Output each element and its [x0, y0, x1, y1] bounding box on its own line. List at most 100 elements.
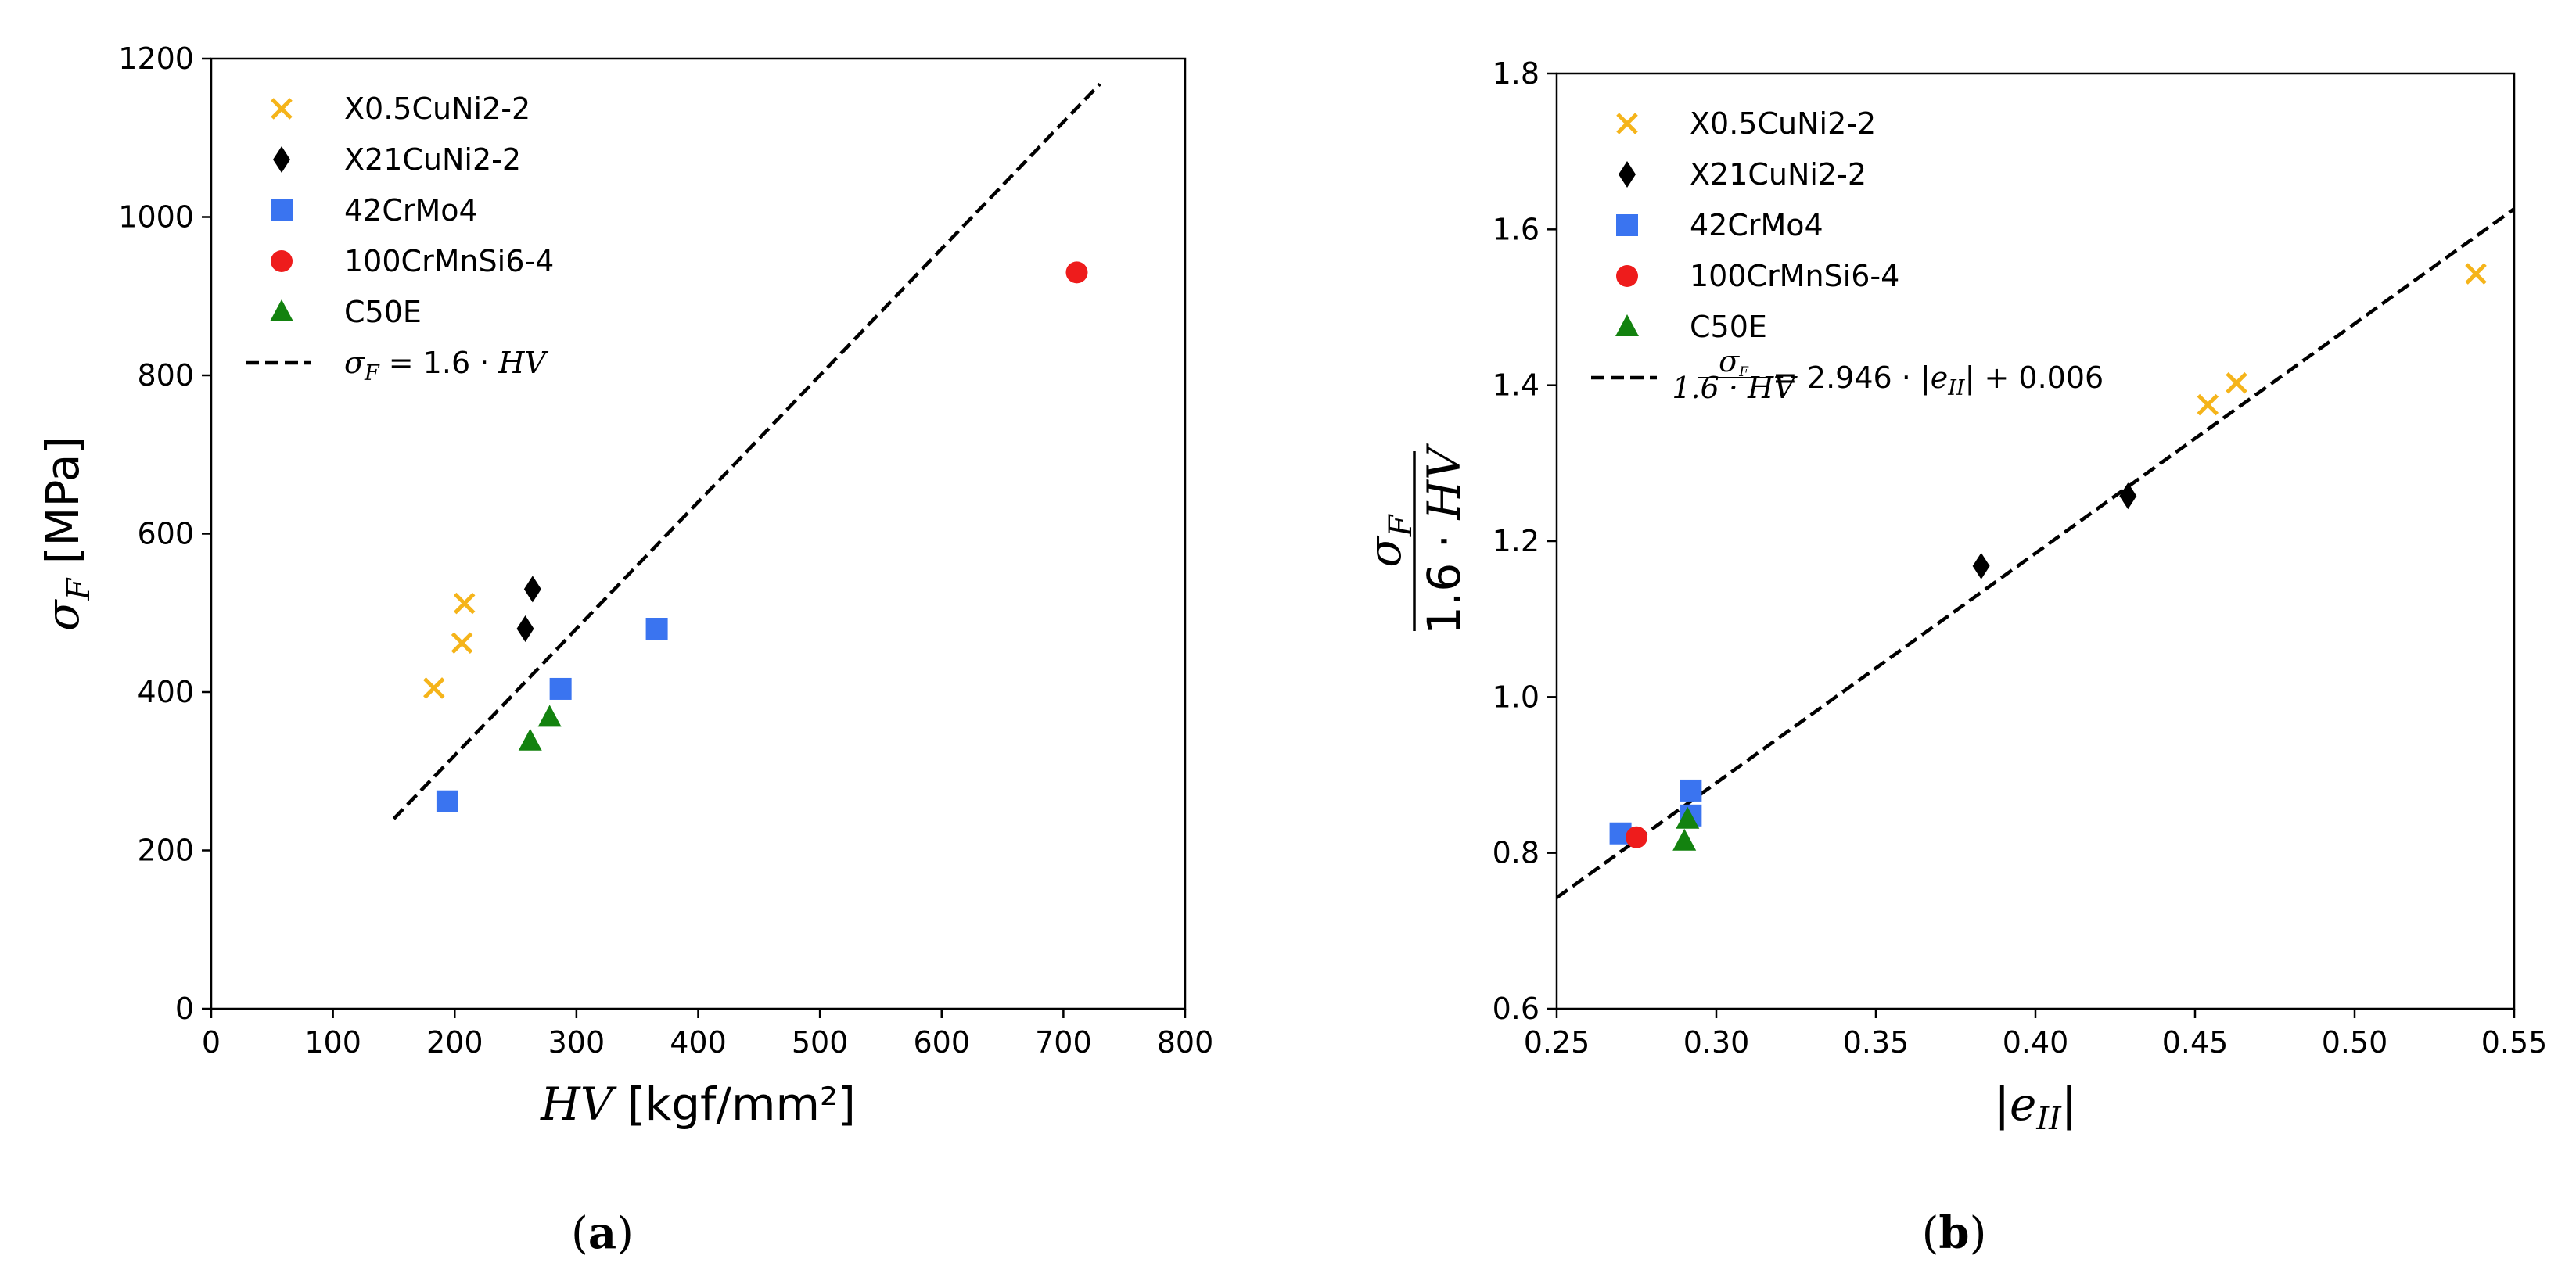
y-tick-label: 600	[137, 517, 194, 551]
data-point	[1680, 779, 1702, 802]
series-c50e	[518, 705, 562, 751]
data-point	[516, 615, 534, 642]
y-tick-label: 1.6	[1493, 212, 1539, 246]
x-axis-label: |eII|	[1994, 1078, 2076, 1137]
legend-label: 100CrMnSi6-4	[1690, 259, 1899, 293]
panel-caption: (b)	[1922, 1207, 1987, 1259]
data-point	[2197, 393, 2219, 416]
series-x0-5cuni2-2	[423, 592, 476, 699]
y-axis-label: σF1.6 · HV	[1358, 443, 1471, 635]
y-tick-label: 0.8	[1493, 836, 1539, 870]
data-point	[549, 677, 572, 700]
y-tick-label: 1.8	[1493, 56, 1539, 91]
x-tick-label: 0.45	[2162, 1025, 2229, 1060]
legend-marker	[1615, 314, 1639, 336]
fit-line	[392, 82, 1101, 820]
data-point	[523, 576, 541, 603]
series-42crmo4	[436, 618, 668, 812]
x-tick-label: 0.35	[1843, 1025, 1910, 1060]
legend-fit-label: σF = 1.6 · HV	[344, 346, 548, 386]
legend-marker	[1616, 265, 1638, 287]
legend-label: 100CrMnSi6-4	[344, 244, 554, 278]
x-axis-label: HV [kgf/mm²]	[540, 1078, 856, 1131]
legend-label: X21CuNi2-2	[1690, 157, 1866, 192]
fit-line	[1557, 207, 2514, 899]
data-point	[645, 618, 668, 640]
data-point	[1626, 826, 1647, 848]
data-point	[1676, 806, 1700, 829]
data-point	[2119, 482, 2137, 510]
legend-marker	[273, 146, 290, 173]
y-tick-label: 1.2	[1493, 524, 1539, 558]
svg-text:1.6 · HV: 1.6 · HV	[1672, 371, 1798, 405]
data-point	[423, 677, 445, 699]
svg-text:= 2.946 · |eII| + 0.006: = 2.946 · |eII| + 0.006	[1773, 360, 2104, 400]
plot-frame	[1555, 72, 2516, 1010]
y-tick-label: 0.6	[1493, 992, 1539, 1026]
legend-marker	[1616, 214, 1638, 236]
legend: X0.5CuNi2-2 X21CuNi2-2 42CrMo4 100CrMnSi6-4…	[1591, 106, 2104, 405]
data-point	[1065, 261, 1088, 284]
panel-b: 0.25 0.30 0.35 0.40 0.45 0.50 0.55 0.6 0.8 1.0 1.2…	[1358, 56, 2547, 1259]
x-tick-label: 0	[202, 1025, 221, 1060]
svg-text:σF: σF	[1719, 344, 1749, 380]
x-tick-label: 400	[670, 1025, 727, 1060]
data-point	[1672, 828, 1697, 851]
y-tick-label: 200	[137, 834, 194, 868]
series-x0-5cuni2-2	[2197, 263, 2487, 416]
legend-marker	[1619, 161, 1636, 188]
legend-label: C50E	[344, 295, 422, 329]
y-tick-label: 1000	[118, 200, 194, 235]
legend-marker	[271, 250, 293, 272]
x-tick-label: 300	[548, 1025, 605, 1060]
data-point	[453, 592, 476, 615]
legend-label: 42CrMo4	[1690, 208, 1823, 242]
legend-marker	[271, 199, 293, 221]
series-100crmnsi6-4	[1065, 261, 1088, 284]
legend-label: X21CuNi2-2	[344, 142, 521, 177]
svg-text:σF: σF	[1358, 514, 1419, 568]
y-tick-label: 1.0	[1493, 680, 1539, 714]
legend-marker	[1616, 113, 1638, 134]
svg-text:1.6 · HV: 1.6 · HV	[1417, 443, 1471, 635]
y-tick-label: 800	[137, 358, 194, 393]
data-point	[537, 705, 562, 727]
series-x21cuni2-2	[1972, 482, 2137, 579]
panel-caption: (a)	[571, 1207, 634, 1259]
legend-label: 42CrMo4	[344, 193, 478, 228]
legend-marker	[270, 299, 293, 321]
x-tick-label: 0.50	[2322, 1025, 2388, 1060]
y-tick-label: 1200	[118, 41, 194, 76]
data-point	[436, 790, 458, 812]
x-tick-label: 100	[304, 1025, 361, 1060]
x-tick-label: 600	[913, 1025, 970, 1060]
legend-marker	[271, 98, 293, 120]
x-tick-label: 0.55	[2481, 1025, 2548, 1060]
legend-label: X0.5CuNi2-2	[1690, 106, 1876, 141]
x-tick-label: 0.30	[1683, 1025, 1750, 1060]
x-tick-label: 500	[792, 1025, 849, 1060]
data-point	[518, 728, 542, 751]
series-c50e	[1672, 806, 1700, 851]
legend-label: C50E	[1690, 310, 1767, 344]
series-x21cuni2-2	[516, 576, 541, 642]
y-tick-label: 1.4	[1493, 368, 1539, 403]
x-tick-label: 200	[426, 1025, 483, 1060]
x-tick-label: 0.40	[2003, 1025, 2069, 1060]
data-point	[2226, 371, 2247, 394]
y-tick-label: 400	[137, 675, 194, 709]
y-tick-label: 0	[175, 992, 194, 1026]
legend-label: X0.5CuNi2-2	[344, 91, 530, 126]
data-point	[1972, 552, 1990, 579]
data-point	[2465, 263, 2487, 285]
x-tick-label: 800	[1157, 1025, 1214, 1060]
x-tick-label: 0.25	[1524, 1025, 1590, 1060]
x-tick-label: 700	[1035, 1025, 1092, 1060]
series-100crmnsi6-4	[1626, 826, 1647, 848]
legend-fit-label: σF1.6 · HV = 2.946 · |eII| + 0.006	[1672, 344, 2104, 405]
panel-a: 0 100 200 300 400 500 600 700 800 0 200 400 600 800 10…	[36, 41, 1213, 1259]
legend: X0.5CuNi2-2 X21CuNi2-2 42CrMo4 100CrMnSi6-4…	[246, 91, 554, 386]
plot-frame	[210, 57, 1187, 1010]
y-axis-label: σF [MPa]	[36, 436, 97, 631]
